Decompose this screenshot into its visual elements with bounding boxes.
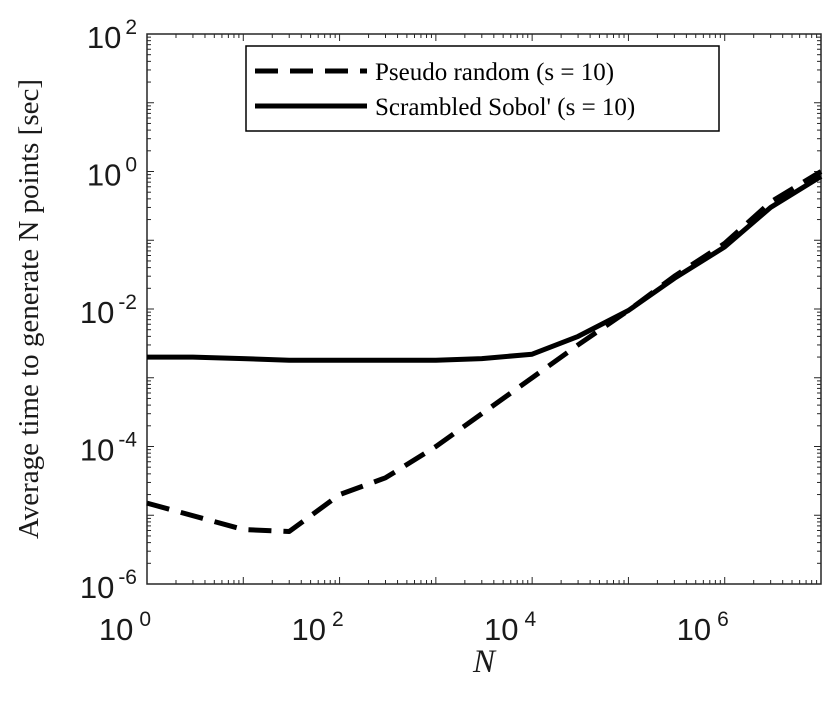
legend: Pseudo random (s = 10) Scrambled Sobol' …	[245, 45, 720, 132]
x-tick-label: 10 0	[99, 608, 151, 647]
y-axis-title: Average time to generate N points [sec]	[13, 79, 45, 539]
y-tick-label: 10 -6	[80, 566, 137, 605]
y-tick-label: 10 0	[87, 154, 137, 193]
y-tick-label: 10 2	[87, 16, 137, 55]
series-layer	[146, 169, 823, 534]
y-tick-label: 10 -2	[80, 291, 137, 330]
x-tick-label: 10 6	[677, 608, 729, 647]
x-axis-title: N	[472, 644, 497, 680]
legend-box	[245, 45, 720, 132]
x-tick-labels: 10 0 10 2 10 4 10 6	[99, 608, 729, 647]
x-tick-label: 10 4	[484, 608, 536, 647]
y-tick-label: 10 -4	[80, 429, 137, 468]
legend-label-scrambled-sobol: Scrambled Sobol' (s = 10)	[375, 94, 635, 121]
legend-label-pseudo-random: Pseudo random (s = 10)	[375, 59, 614, 86]
series-line-pseudo-random	[146, 169, 823, 534]
series-line-scrambled-sobol	[147, 174, 823, 363]
tick-marks	[146, 34, 821, 585]
x-tick-label: 10 2	[291, 608, 343, 647]
